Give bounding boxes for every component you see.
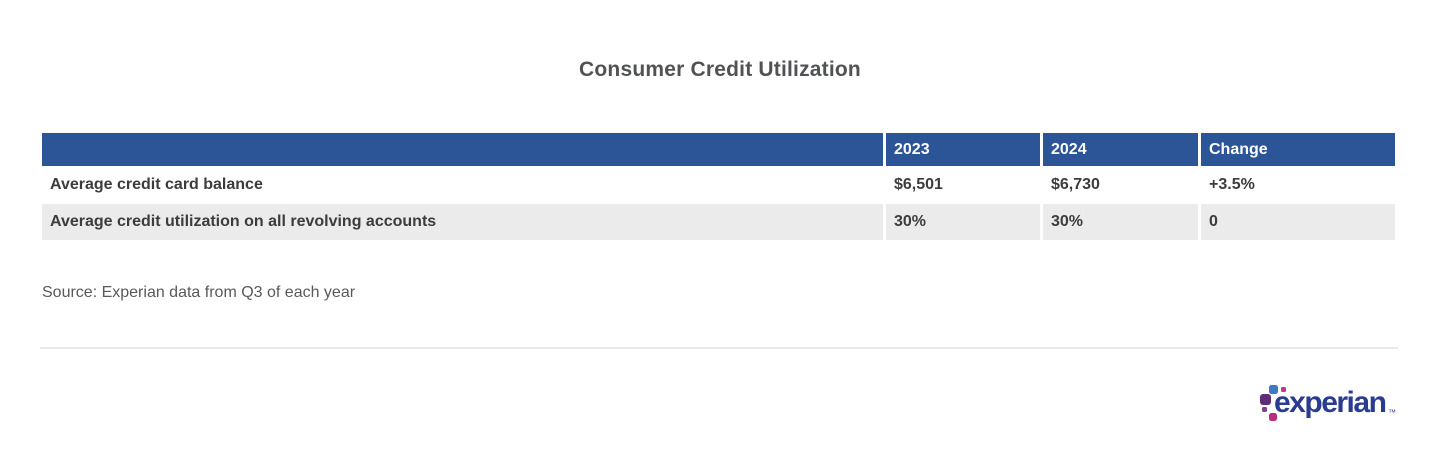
credit-utilization-table-container: 2023 2024 Change Average credit card bal… <box>42 133 1395 240</box>
logo-dot-purple-icon <box>1260 394 1271 405</box>
header-cell-2023: 2023 <box>883 133 1040 166</box>
row-label-cell: Average credit utilization on all revolv… <box>42 203 883 240</box>
logo-dot-purple-small-icon <box>1262 407 1267 412</box>
value-cell-2023: 30% <box>883 203 1040 240</box>
value-cell-2024: 30% <box>1040 203 1198 240</box>
logo-dot-blue-icon <box>1269 385 1278 394</box>
credit-utilization-table: 2023 2024 Change Average credit card bal… <box>42 133 1395 240</box>
table-row-credit-utilization: Average credit utilization on all revolv… <box>42 203 1395 240</box>
page-title: Consumer Credit Utilization <box>579 58 861 81</box>
header-cell-2024: 2024 <box>1040 133 1198 166</box>
experian-wordmark: experian <box>1274 386 1387 419</box>
divider-line <box>40 347 1398 349</box>
experian-logo: experian ™ <box>1252 378 1402 434</box>
header-cell-metric <box>42 133 883 166</box>
value-cell-change: 0 <box>1198 203 1395 240</box>
logo-dot-magenta-small-icon <box>1281 387 1286 392</box>
value-cell-2023: $6,501 <box>883 166 1040 203</box>
header-cell-change: Change <box>1198 133 1395 166</box>
logo-dot-magenta-icon <box>1269 413 1277 421</box>
row-label-cell: Average credit card balance <box>42 166 883 203</box>
value-cell-change: +3.5% <box>1198 166 1395 203</box>
value-cell-2024: $6,730 <box>1040 166 1198 203</box>
trademark-symbol: ™ <box>1388 408 1396 417</box>
table-row-credit-card-balance: Average credit card balance $6,501 $6,73… <box>42 166 1395 203</box>
source-note: Source: Experian data from Q3 of each ye… <box>42 284 356 301</box>
table-header-row: 2023 2024 Change <box>42 133 1395 166</box>
